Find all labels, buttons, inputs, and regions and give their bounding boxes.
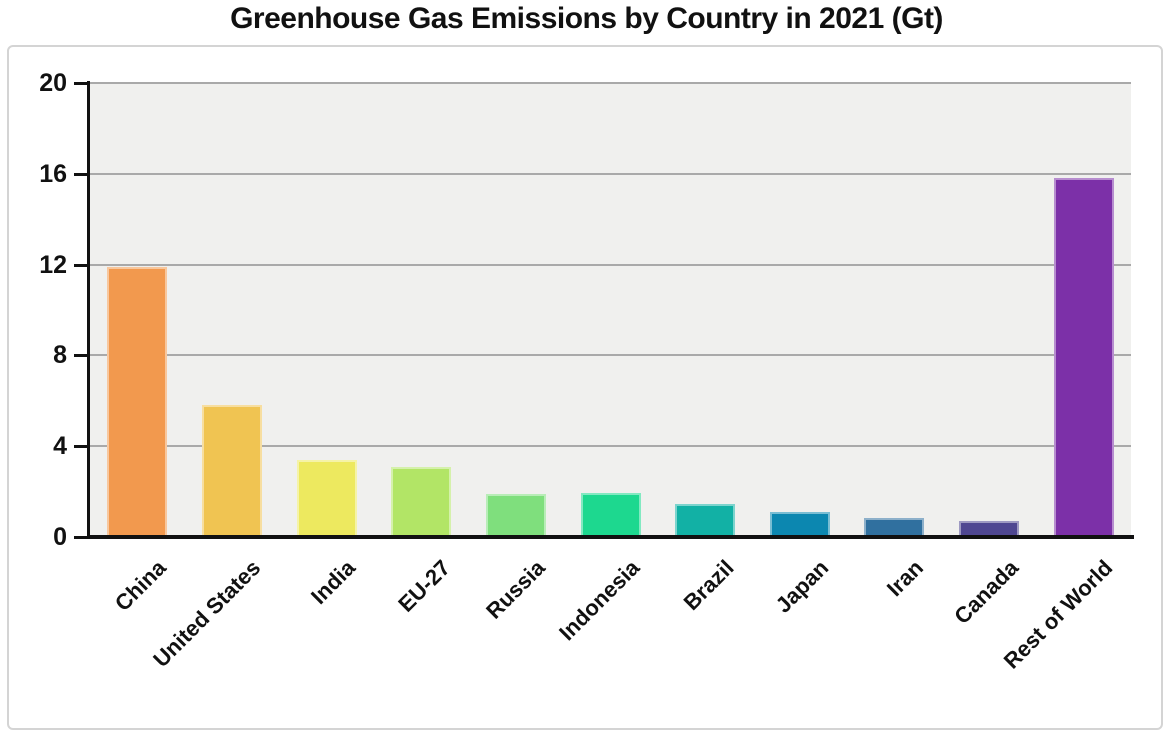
chart-title: Greenhouse Gas Emissions by Country in 2… — [230, 2, 943, 35]
y-axis-line — [87, 81, 90, 539]
y-tick-label-20: 20 — [39, 69, 67, 97]
x-label-iran: Iran — [881, 555, 929, 602]
bar-slot-rest-of-world — [1036, 83, 1131, 537]
bar-slot-russia — [469, 83, 564, 537]
bar-eu-27 — [391, 466, 452, 537]
gridline-12 — [90, 263, 1131, 266]
bar-canada — [959, 521, 1020, 537]
x-label-slot-united-states: United States — [149, 545, 280, 730]
x-label-indonesia: Indonesia — [553, 555, 645, 646]
x-label-slot-indonesia: Indonesia — [554, 545, 658, 730]
y-tick-label-16: 16 — [39, 159, 67, 188]
y-axis: 0 4 8 12 16 20 — [9, 71, 87, 550]
bar-japan — [769, 512, 830, 537]
bar-slot-brazil — [658, 83, 753, 537]
gridline-16 — [90, 172, 1131, 175]
x-axis-labels: China United States India EU-27 Russia Indone… — [90, 545, 1131, 730]
x-label-china: China — [110, 555, 172, 616]
bar-slot-indonesia — [563, 83, 658, 537]
x-label-slot-brazil: Brazil — [658, 545, 753, 730]
bar-india — [296, 459, 357, 537]
bars-container — [90, 83, 1131, 537]
y-tick-4 — [74, 445, 87, 449]
x-axis-line — [87, 535, 1134, 539]
gridline-4 — [90, 445, 1131, 448]
y-tick-12 — [74, 263, 87, 267]
x-label-india: India — [306, 555, 361, 609]
plot-area — [90, 82, 1131, 537]
y-tick-16 — [74, 172, 87, 176]
x-label-brazil: Brazil — [678, 555, 739, 616]
y-tick-label-12: 12 — [39, 250, 67, 279]
y-tick-0 — [74, 536, 87, 539]
x-label-canada: Canada — [948, 555, 1023, 629]
x-label-slot-eu-27: EU-27 — [374, 545, 469, 730]
bar-rest-of-world — [1053, 178, 1114, 537]
bar-slot-iran — [847, 83, 942, 537]
y-tick-8 — [74, 354, 87, 358]
x-label-japan: Japan — [770, 555, 834, 618]
x-label-slot-russia: Russia — [469, 545, 564, 730]
bar-united-states — [201, 405, 262, 537]
bar-iran — [864, 517, 925, 537]
y-tick-label-0: 0 — [53, 523, 67, 551]
bar-slot-eu-27 — [374, 83, 469, 537]
bar-slot-canada — [942, 83, 1037, 537]
x-label-slot-india: India — [279, 545, 374, 730]
bar-slot-united-states — [185, 83, 280, 537]
gridline-20 — [90, 82, 1131, 84]
x-label-slot-rest-of-world: Rest of World — [999, 545, 1131, 730]
bar-indonesia — [580, 492, 641, 537]
x-label-eu-27: EU-27 — [393, 555, 455, 617]
x-label-russia: Russia — [480, 555, 550, 624]
gridline-8 — [90, 354, 1131, 357]
x-label-slot-japan: Japan — [752, 545, 847, 730]
bar-china — [107, 266, 168, 537]
bar-brazil — [675, 504, 736, 537]
y-tick-label-8: 8 — [53, 341, 67, 370]
bar-russia — [485, 493, 546, 537]
bar-slot-japan — [752, 83, 847, 537]
y-tick-label-4: 4 — [53, 432, 67, 461]
bar-slot-china — [90, 83, 185, 537]
y-tick-20 — [74, 82, 87, 85]
x-label-slot-iran: Iran — [847, 545, 942, 730]
bar-slot-india — [279, 83, 374, 537]
chart-panel: 0 4 8 12 16 20 China United States India EU-27 Ru… — [7, 45, 1163, 730]
